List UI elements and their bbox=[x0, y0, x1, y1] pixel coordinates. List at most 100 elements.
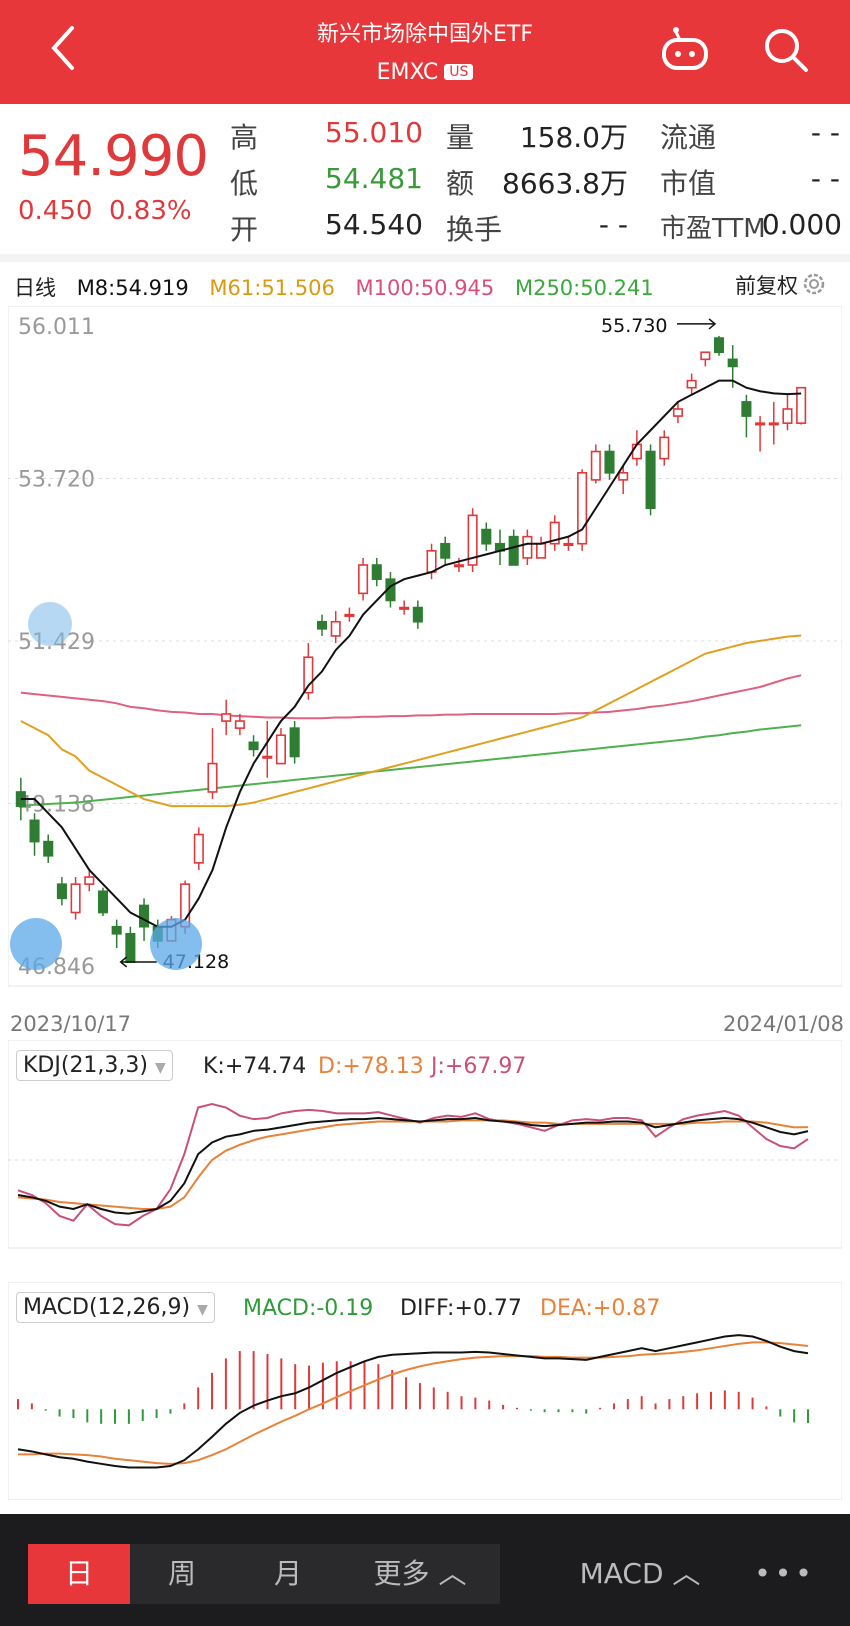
candle-body bbox=[522, 535, 533, 559]
high-label: 高 bbox=[230, 121, 259, 154]
market-cap-label: 市值 bbox=[660, 167, 717, 200]
search-icon[interactable] bbox=[760, 24, 814, 76]
adjust-mode[interactable]: 前复权 bbox=[735, 274, 798, 298]
amount-value: 8663.8万 bbox=[502, 167, 628, 200]
m61-value: M61:51.506 bbox=[209, 276, 335, 300]
tab-day[interactable]: 日 bbox=[28, 1544, 130, 1604]
candle-body bbox=[755, 422, 766, 426]
robot-assistant-icon[interactable] bbox=[658, 24, 712, 76]
m250-value: M250:50.241 bbox=[514, 276, 654, 300]
candle-body bbox=[741, 401, 752, 417]
kdj-selector[interactable]: KDJ(21,3,3) ▼ bbox=[16, 1050, 173, 1081]
max-price-label: 55.730 bbox=[601, 315, 667, 337]
candle-body bbox=[262, 755, 273, 759]
candle-body bbox=[316, 620, 328, 630]
candle-body bbox=[481, 528, 492, 545]
expand-right-button bbox=[150, 918, 202, 970]
candle-body bbox=[618, 472, 629, 481]
candle-body bbox=[453, 564, 464, 568]
min-arrow-head bbox=[119, 956, 128, 968]
candle-body bbox=[426, 550, 437, 573]
m61-line bbox=[20, 634, 802, 808]
float-value: - - bbox=[810, 116, 840, 149]
float-label: 流通 bbox=[660, 121, 717, 154]
candle-body bbox=[84, 876, 95, 885]
candle-body bbox=[536, 542, 547, 559]
ticker-symbol: EMXC bbox=[376, 60, 439, 85]
macd-selector[interactable]: MACD(12,26,9) ▼ bbox=[16, 1292, 215, 1323]
candle-body bbox=[467, 514, 478, 566]
candle-body bbox=[43, 840, 54, 857]
candle-body bbox=[727, 358, 738, 368]
candle-body bbox=[672, 408, 683, 417]
price-change: 0.450 0.83% bbox=[18, 196, 192, 226]
j-value: J:+67.97 bbox=[431, 1054, 527, 1079]
kdj-chart bbox=[8, 1040, 842, 1249]
candle-body bbox=[56, 883, 67, 900]
tab-month[interactable]: 月 bbox=[273, 1557, 302, 1590]
market-cap-value: - - bbox=[810, 162, 840, 195]
divider bbox=[0, 254, 850, 262]
tab-group bbox=[130, 1544, 500, 1604]
quote-panel: 54.990 0.450 0.83% 高 55.010 低 54.481 开 5… bbox=[0, 104, 850, 254]
period-label[interactable]: 日线 bbox=[14, 276, 56, 300]
candle-body bbox=[563, 542, 574, 547]
float-logo-icon bbox=[28, 602, 72, 646]
panel-frame bbox=[8, 1040, 842, 1249]
candle-body bbox=[590, 450, 601, 481]
k-line bbox=[17, 1116, 809, 1215]
d-line bbox=[17, 1119, 809, 1210]
dea-line bbox=[18, 1341, 809, 1465]
volume-value: 158.0万 bbox=[519, 121, 628, 154]
diff-value: DIFF:+0.77 bbox=[400, 1296, 522, 1321]
tab-week[interactable]: 周 bbox=[167, 1557, 196, 1590]
dea-value: DEA:+0.87 bbox=[540, 1296, 661, 1321]
m100-value: M100:50.945 bbox=[355, 276, 495, 300]
change-value: 0.450 bbox=[18, 196, 93, 226]
m8-value: M8:54.919 bbox=[76, 276, 189, 300]
back-icon[interactable] bbox=[44, 22, 84, 74]
candle-body bbox=[412, 606, 423, 623]
high-value: 55.010 bbox=[325, 116, 423, 149]
market-badge: US bbox=[444, 64, 474, 80]
macd-value: MACD:-0.19 bbox=[243, 1296, 374, 1321]
tab-more[interactable]: 更多 ︿ bbox=[373, 1557, 467, 1590]
pe-value: 0.000 bbox=[761, 208, 842, 241]
more-menu-icon[interactable]: ••• bbox=[754, 1557, 816, 1590]
m100-line bbox=[20, 674, 802, 720]
candle-body bbox=[440, 542, 451, 559]
candle-body bbox=[207, 762, 218, 793]
candle-body bbox=[111, 925, 122, 935]
candle-body bbox=[97, 890, 109, 914]
candle-body bbox=[234, 720, 245, 729]
candlestick-chart[interactable]: 56.01153.72051.42949.13846.84655.73047.1… bbox=[8, 306, 842, 1006]
candle-body bbox=[631, 443, 642, 460]
candle-body bbox=[303, 656, 314, 694]
candle-body bbox=[768, 422, 779, 426]
m250-line bbox=[20, 724, 802, 808]
candle-body bbox=[796, 386, 807, 424]
open-label: 开 bbox=[230, 213, 259, 246]
settings-gear-icon[interactable] bbox=[800, 270, 828, 298]
candle-body bbox=[604, 450, 615, 474]
candle-body bbox=[248, 741, 259, 751]
pe-label: 市盈TTM bbox=[660, 214, 766, 244]
dropdown-caret-icon: ▼ bbox=[197, 1302, 208, 1318]
indicator-macd-tab[interactable]: MACD ︿ bbox=[579, 1557, 701, 1590]
security-name: 新兴市场除中国外ETF bbox=[317, 22, 533, 47]
d-value: D:+78.13 bbox=[318, 1054, 424, 1079]
turnover-value: - - bbox=[598, 208, 628, 241]
candle-body bbox=[275, 734, 286, 765]
macd-label: MACD(12,26,9) bbox=[23, 1295, 191, 1320]
expand-left-button bbox=[10, 918, 62, 970]
candle-body bbox=[577, 472, 588, 545]
change-percent: 0.83% bbox=[108, 196, 192, 226]
volume-label: 量 bbox=[446, 121, 475, 154]
candle-body bbox=[29, 819, 40, 843]
diff-line bbox=[17, 1334, 809, 1469]
candle-body bbox=[125, 933, 136, 963]
k-value: K:+74.74 bbox=[203, 1054, 307, 1079]
dropdown-caret-icon: ▼ bbox=[155, 1060, 166, 1076]
y-tick-label: 53.720 bbox=[18, 467, 95, 492]
candle-body bbox=[549, 521, 560, 545]
